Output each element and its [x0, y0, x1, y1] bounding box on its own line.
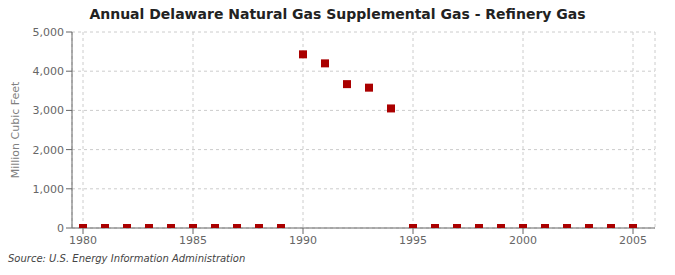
html-text:Annual Delaware Natural Gas Su: Annual Delaware Natural Gas Supplemental…	[89, 6, 586, 22]
svg-text:1980: 1980	[69, 234, 97, 247]
html-text:Source: U.S. Energy Informatio: Source: U.S. Energy Information Administ…	[8, 253, 246, 264]
svg-text:2,000: 2,000	[33, 144, 65, 157]
svg-text:1995: 1995	[399, 234, 427, 247]
svg-text:Million Cubic Feet: Million Cubic Feet	[9, 81, 22, 178]
svg-text:1,000: 1,000	[33, 183, 65, 196]
svg-text:1990: 1990	[289, 234, 317, 247]
svg-text:2005: 2005	[619, 234, 647, 247]
svg-text:0: 0	[57, 222, 64, 235]
svg-text:4,000: 4,000	[33, 65, 65, 78]
svg-text:2000: 2000	[509, 234, 537, 247]
svg-text:5,000: 5,000	[33, 26, 65, 39]
svg-text:1985: 1985	[179, 234, 207, 247]
svg-text:3,000: 3,000	[33, 104, 65, 117]
